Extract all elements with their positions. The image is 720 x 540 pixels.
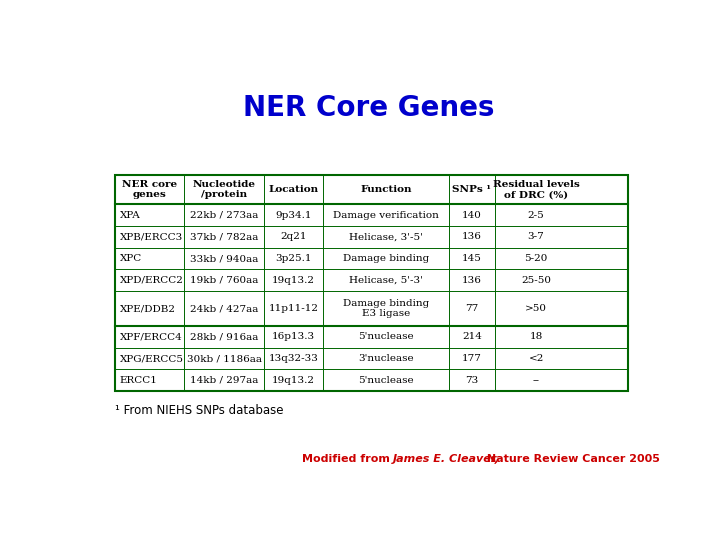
Text: Modified from: Modified from bbox=[302, 454, 394, 464]
Text: 3'nuclease: 3'nuclease bbox=[358, 354, 414, 363]
Text: ¹ From NIEHS SNPs database: ¹ From NIEHS SNPs database bbox=[115, 404, 284, 417]
Text: 77: 77 bbox=[465, 304, 479, 313]
Text: 19kb / 760aa: 19kb / 760aa bbox=[190, 276, 258, 285]
Text: >50: >50 bbox=[525, 304, 547, 313]
Text: --: -- bbox=[533, 376, 539, 385]
Text: XPF/ERCC4: XPF/ERCC4 bbox=[120, 332, 182, 341]
Text: NER core
genes: NER core genes bbox=[122, 180, 177, 199]
Text: Nature Review Cancer 2005: Nature Review Cancer 2005 bbox=[483, 454, 660, 464]
Text: 136: 136 bbox=[462, 232, 482, 241]
Text: 19q13.2: 19q13.2 bbox=[272, 376, 315, 385]
Text: 14kb / 297aa: 14kb / 297aa bbox=[190, 376, 258, 385]
Text: Damage binding
E3 ligase: Damage binding E3 ligase bbox=[343, 299, 429, 318]
Text: NER Core Genes: NER Core Genes bbox=[243, 94, 495, 122]
Text: 2q21: 2q21 bbox=[280, 232, 307, 241]
Text: SNPs ¹: SNPs ¹ bbox=[452, 185, 491, 194]
Text: 11p11-12: 11p11-12 bbox=[269, 304, 318, 313]
Text: 5'nuclease: 5'nuclease bbox=[358, 332, 414, 341]
Text: <2: <2 bbox=[528, 354, 544, 363]
Text: Damage verification: Damage verification bbox=[333, 211, 439, 220]
Text: Function: Function bbox=[360, 185, 412, 194]
Text: 145: 145 bbox=[462, 254, 482, 263]
Text: 5-20: 5-20 bbox=[524, 254, 548, 263]
Text: 13q32-33: 13q32-33 bbox=[269, 354, 318, 363]
Text: 2-5: 2-5 bbox=[528, 211, 544, 220]
Text: Location: Location bbox=[269, 185, 318, 194]
Text: 37kb / 782aa: 37kb / 782aa bbox=[190, 232, 258, 241]
Text: 3p25.1: 3p25.1 bbox=[275, 254, 312, 263]
Text: 73: 73 bbox=[465, 376, 479, 385]
Text: James E. Cleaver,: James E. Cleaver, bbox=[393, 454, 500, 464]
Text: XPD/ERCC2: XPD/ERCC2 bbox=[120, 276, 184, 285]
Text: Residual levels
of DRC (%): Residual levels of DRC (%) bbox=[492, 180, 580, 199]
Text: Damage binding: Damage binding bbox=[343, 254, 429, 263]
Text: 5'nuclease: 5'nuclease bbox=[358, 376, 414, 385]
Text: Nucleotide
/protein: Nucleotide /protein bbox=[193, 180, 256, 199]
Text: 9p34.1: 9p34.1 bbox=[275, 211, 312, 220]
Text: XPC: XPC bbox=[120, 254, 142, 263]
Text: 177: 177 bbox=[462, 354, 482, 363]
Text: 16p13.3: 16p13.3 bbox=[272, 332, 315, 341]
Text: 33kb / 940aa: 33kb / 940aa bbox=[190, 254, 258, 263]
Text: 19q13.2: 19q13.2 bbox=[272, 276, 315, 285]
Text: Helicase, 5'-3': Helicase, 5'-3' bbox=[349, 276, 423, 285]
Text: Helicase, 3'-5': Helicase, 3'-5' bbox=[349, 232, 423, 241]
Text: 28kb / 916aa: 28kb / 916aa bbox=[190, 332, 258, 341]
Text: XPE/DDB2: XPE/DDB2 bbox=[120, 304, 176, 313]
Text: XPB/ERCC3: XPB/ERCC3 bbox=[120, 232, 183, 241]
Text: XPA: XPA bbox=[120, 211, 140, 220]
Text: 140: 140 bbox=[462, 211, 482, 220]
Text: 30kb / 1186aa: 30kb / 1186aa bbox=[186, 354, 261, 363]
Text: 22kb / 273aa: 22kb / 273aa bbox=[190, 211, 258, 220]
Text: XPG/ERCC5: XPG/ERCC5 bbox=[120, 354, 184, 363]
Text: 18: 18 bbox=[529, 332, 543, 341]
Text: 136: 136 bbox=[462, 276, 482, 285]
Text: 214: 214 bbox=[462, 332, 482, 341]
Text: 24kb / 427aa: 24kb / 427aa bbox=[190, 304, 258, 313]
Text: ERCC1: ERCC1 bbox=[120, 376, 158, 385]
Text: 3-7: 3-7 bbox=[528, 232, 544, 241]
Text: 25-50: 25-50 bbox=[521, 276, 551, 285]
